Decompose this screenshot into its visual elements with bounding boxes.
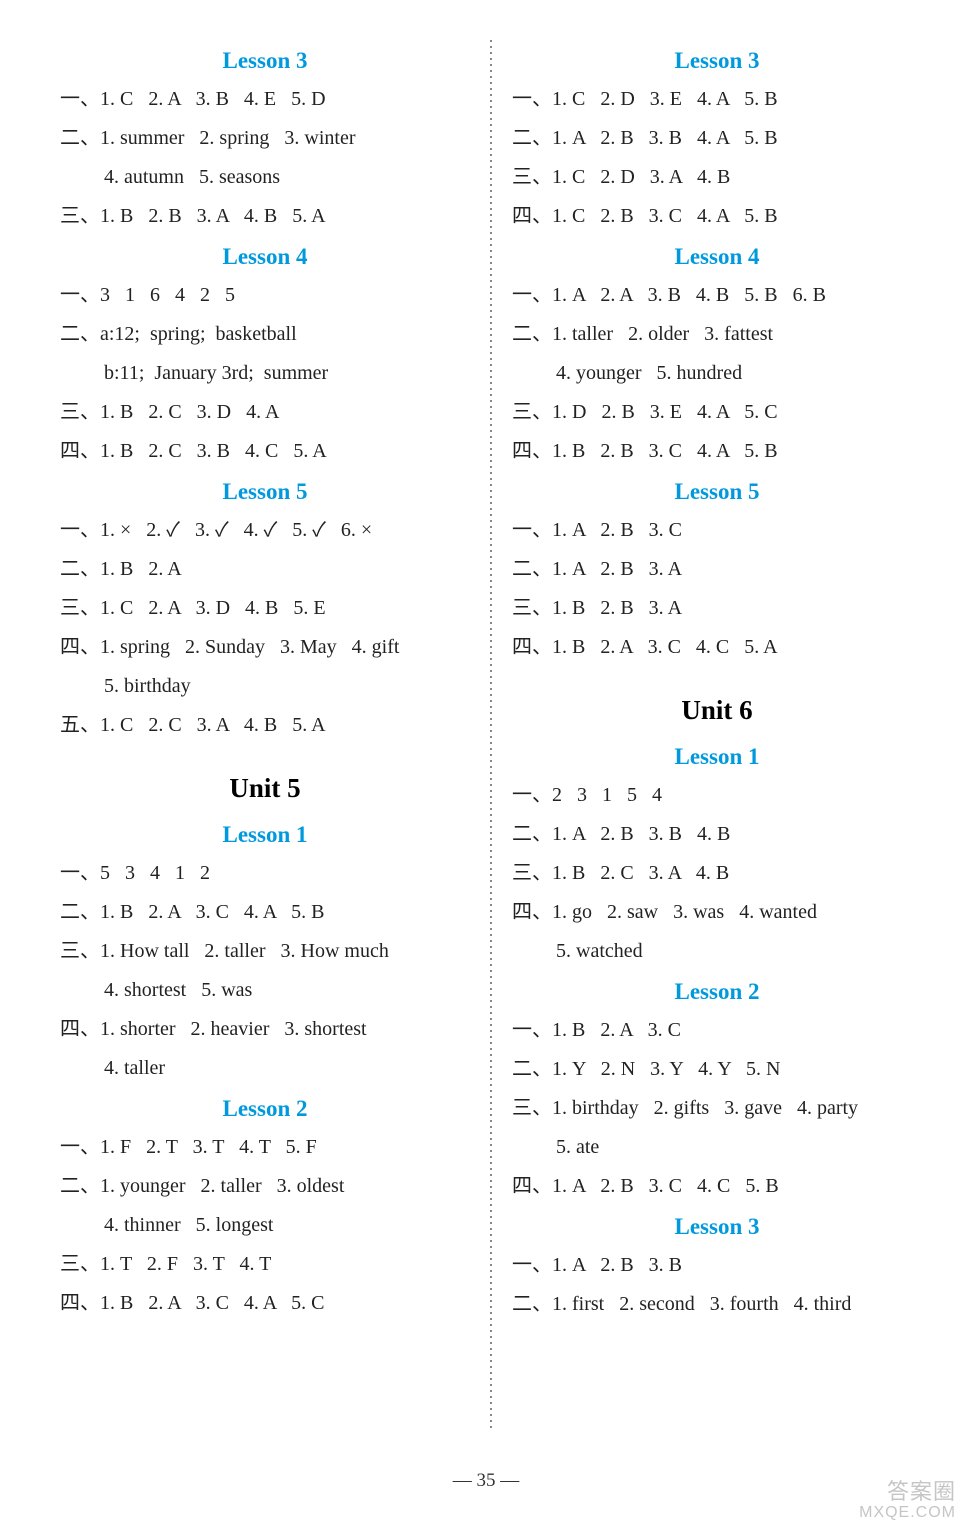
watermark-text-top: 答案圈 (859, 1480, 956, 1504)
answer-line: 四、1. B 2. B 3. C 4. A 5. B (512, 432, 922, 471)
lesson-title: Lesson 2 (60, 1096, 470, 1122)
answer-line: 二、1. taller 2. older 3. fattest (512, 315, 922, 354)
answer-line: 二、a:12; spring; basketball (60, 315, 470, 354)
answer-line: 二、1. B 2. A (60, 550, 470, 589)
answer-line: 一、1. C 2. D 3. E 4. A 5. B (512, 80, 922, 119)
answer-line: 三、1. B 2. B 3. A 4. B 5. A (60, 197, 470, 236)
answer-line: 5. ate (512, 1128, 922, 1167)
lesson-title: Lesson 3 (60, 48, 470, 74)
lesson-title: Lesson 5 (512, 479, 922, 505)
answer-line: 二、1. younger 2. taller 3. oldest (60, 1167, 470, 1206)
answer-line: 4. taller (60, 1049, 470, 1088)
answer-line: 三、1. C 2. A 3. D 4. B 5. E (60, 589, 470, 628)
answer-line: 三、1. B 2. C 3. A 4. B (512, 854, 922, 893)
answer-line: 三、1. How tall 2. taller 3. How much (60, 932, 470, 971)
answer-line: 三、1. D 2. B 3. E 4. A 5. C (512, 393, 922, 432)
answer-line: 四、1. spring 2. Sunday 3. May 4. gift (60, 628, 470, 667)
answer-line: 五、1. C 2. C 3. A 4. B 5. A (60, 706, 470, 745)
lesson-title: Lesson 3 (512, 1214, 922, 1240)
lesson-title: Lesson 3 (512, 48, 922, 74)
watermark-text-bottom: MXQE.COM (859, 1504, 956, 1522)
answer-line: 三、1. C 2. D 3. A 4. B (512, 158, 922, 197)
answer-line: 一、1. F 2. T 3. T 4. T 5. F (60, 1128, 470, 1167)
answer-line: 二、1. A 2. B 3. A (512, 550, 922, 589)
answer-line: 四、1. B 2. A 3. C 4. C 5. A (512, 628, 922, 667)
answer-line: 三、1. B 2. B 3. A (512, 589, 922, 628)
answer-line: 二、1. first 2. second 3. fourth 4. third (512, 1285, 922, 1324)
answer-line: 四、1. B 2. A 3. C 4. A 5. C (60, 1284, 470, 1323)
answer-line: 一、1. A 2. B 3. B (512, 1246, 922, 1285)
answer-line: 三、1. T 2. F 3. T 4. T (60, 1245, 470, 1284)
answer-line: 5. watched (512, 932, 922, 971)
answer-line: 5. birthday (60, 667, 470, 706)
answer-line: 4. younger 5. hundred (512, 354, 922, 393)
answer-line: 一、1. A 2. B 3. C (512, 511, 922, 550)
answer-line: 四、1. go 2. saw 3. was 4. wanted (512, 893, 922, 932)
answer-line: 一、1. A 2. A 3. B 4. B 5. B 6. B (512, 276, 922, 315)
answer-line: 四、1. B 2. C 3. B 4. C 5. A (60, 432, 470, 471)
answer-line: 4. shortest 5. was (60, 971, 470, 1010)
lesson-title: Lesson 1 (60, 822, 470, 848)
lesson-title: Lesson 5 (60, 479, 470, 505)
right-column: Lesson 3一、1. C 2. D 3. E 4. A 5. B二、1. A… (492, 40, 922, 1430)
lesson-title: Lesson 4 (512, 244, 922, 270)
answer-line: 一、1. C 2. A 3. B 4. E 5. D (60, 80, 470, 119)
answer-line: 二、1. summer 2. spring 3. winter (60, 119, 470, 158)
left-column: Lesson 3 一、1. C 2. A 3. B 4. E 5. D二、1. s… (60, 40, 490, 1430)
answer-line: 一、3 1 6 4 2 5 (60, 276, 470, 315)
page-content: Lesson 3 一、1. C 2. A 3. B 4. E 5. D二、1. s… (0, 0, 972, 1470)
answer-line: 三、1. birthday 2. gifts 3. gave 4. party (512, 1089, 922, 1128)
answer-line: 二、1. B 2. A 3. C 4. A 5. B (60, 893, 470, 932)
answer-line: 四、1. A 2. B 3. C 4. C 5. B (512, 1167, 922, 1206)
answer-line: 二、1. Y 2. N 3. Y 4. Y 5. N (512, 1050, 922, 1089)
answer-line: 一、1. × 2. ✓ 3. ✓ 4. ✓ 5. ✓ 6. × (60, 511, 470, 550)
answer-line: 一、5 3 4 1 2 (60, 854, 470, 893)
answer-line: 一、2 3 1 5 4 (512, 776, 922, 815)
answer-line: 4. thinner 5. longest (60, 1206, 470, 1245)
answer-line: 二、1. A 2. B 3. B 4. B (512, 815, 922, 854)
answer-line: 二、1. A 2. B 3. B 4. A 5. B (512, 119, 922, 158)
unit-title: Unit 6 (512, 695, 922, 726)
answer-line: 四、1. C 2. B 3. C 4. A 5. B (512, 197, 922, 236)
unit-title: Unit 5 (60, 773, 470, 804)
answer-line: 四、1. shorter 2. heavier 3. shortest (60, 1010, 470, 1049)
answer-line: 三、1. B 2. C 3. D 4. A (60, 393, 470, 432)
answer-line: 4. autumn 5. seasons (60, 158, 470, 197)
lesson-title: Lesson 1 (512, 744, 922, 770)
lesson-title: Lesson 4 (60, 244, 470, 270)
answer-line: b:11; January 3rd; summer (60, 354, 470, 393)
watermark: 答案圈 MXQE.COM (859, 1480, 956, 1522)
lesson-title: Lesson 2 (512, 979, 922, 1005)
page-number: — 35 — (0, 1470, 972, 1492)
answer-line: 一、1. B 2. A 3. C (512, 1011, 922, 1050)
